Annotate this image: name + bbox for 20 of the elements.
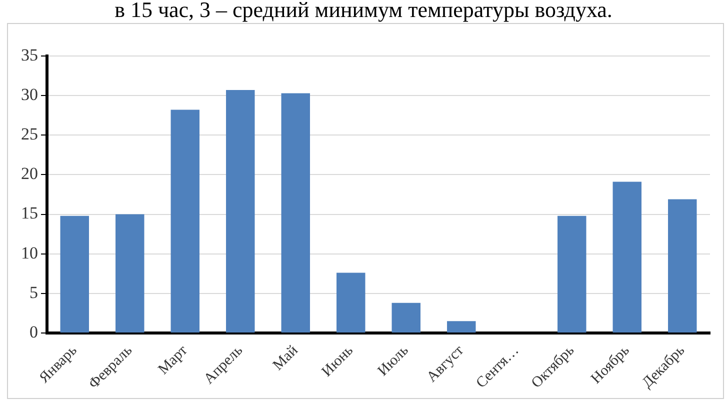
y-tick-label: 25 (21, 124, 38, 144)
bar (170, 110, 200, 332)
bar (116, 214, 144, 332)
y-tick-label: 5 (30, 282, 38, 302)
bar (558, 216, 586, 332)
bar (612, 182, 642, 332)
bar (281, 93, 310, 332)
chart-title: в 15 час, 3 – средний минимум температуры воздуха. (114, 0, 614, 23)
y-tick-label: 35 (21, 45, 38, 64)
bar (392, 302, 420, 332)
bar (226, 90, 255, 332)
y-tick-label: 15 (21, 204, 38, 223)
bar (668, 199, 697, 332)
y-tick-label: 30 (21, 85, 38, 104)
y-tick-label: 10 (21, 243, 38, 262)
y-tick-label: 20 (21, 164, 38, 184)
bar (447, 321, 476, 332)
bar (336, 272, 366, 332)
y-tick-label: 0 (30, 322, 38, 342)
bar (60, 216, 89, 332)
